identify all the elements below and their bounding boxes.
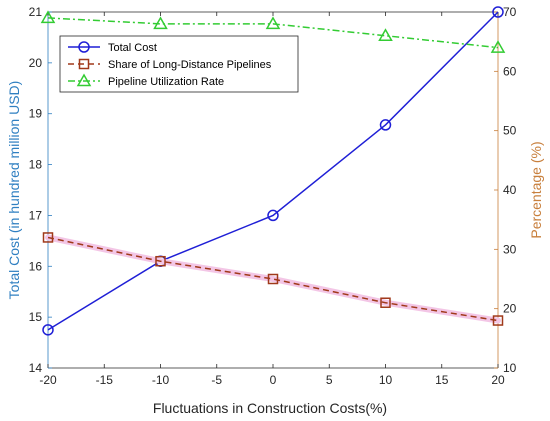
- legend-marker: [76, 73, 92, 87]
- y-left-tick-label: 19: [29, 107, 43, 121]
- data-point: [155, 255, 166, 267]
- x-axis: -20 -15 -10 -5 0 5 10 15 20: [39, 12, 505, 387]
- x-tick-label: -10: [152, 373, 170, 387]
- x-tick-label: -20: [39, 373, 57, 387]
- data-point: [153, 16, 168, 30]
- x-tick-label: -15: [96, 373, 114, 387]
- data-point: [378, 28, 393, 41]
- y-left-tick-label: 21: [29, 5, 43, 19]
- series-line: [47, 236, 499, 322]
- x-tick-label: 5: [326, 373, 333, 387]
- series-2: [42, 232, 504, 326]
- data-point: [490, 40, 506, 53]
- legend-entry: Share of Long-Distance Pipelines: [108, 59, 272, 71]
- data-point: [267, 209, 279, 222]
- data-point: [42, 324, 54, 336]
- y-right-tick-label: 50: [503, 124, 517, 138]
- x-tick-label: 20: [491, 373, 505, 387]
- y-right-tick-label: 10: [503, 361, 517, 375]
- y-left-tick-label: 18: [29, 158, 43, 172]
- y-right-tick-label: 20: [503, 302, 517, 316]
- y-right-tick-label: 40: [503, 183, 517, 197]
- data-point: [492, 6, 504, 18]
- y-left-tick-label: 17: [29, 208, 43, 222]
- y-right-tick-label: 70: [503, 5, 517, 19]
- data-point: [40, 10, 56, 24]
- legend-marker: [78, 41, 90, 53]
- series-layer: [40, 6, 506, 336]
- series-line: [47, 17, 499, 49]
- y-left-tick-label: 14: [29, 361, 43, 375]
- y-axis-left: 14 15 16 17 18 19 20 21: [29, 5, 52, 375]
- x-tick-label: -5: [211, 373, 222, 387]
- y-left-tick-label: 15: [29, 310, 43, 324]
- legend-entry: Total Cost: [108, 42, 157, 54]
- series-line: [47, 11, 499, 331]
- y-right-tick-label: 30: [503, 242, 517, 256]
- y-left-tick-label: 20: [29, 56, 43, 70]
- x-tick-label: 15: [435, 373, 449, 387]
- y-left-tick-label: 16: [29, 259, 43, 273]
- series-3: [40, 10, 506, 53]
- y-axis-left-label: Total Cost (in hundred million USD): [6, 81, 22, 300]
- data-point: [492, 315, 504, 326]
- legend: Total Cost Share of Long-Distance Pipelin…: [59, 35, 299, 93]
- data-point: [265, 16, 281, 30]
- legend-marker: [78, 58, 90, 70]
- y-right-tick-label: 60: [503, 64, 517, 78]
- data-point: [379, 119, 392, 131]
- x-tick-label: 10: [379, 373, 393, 387]
- data-point: [267, 273, 279, 285]
- x-axis-label: Fluctuations in Construction Costs(%): [153, 400, 387, 416]
- x-tick-label: 0: [270, 373, 277, 387]
- y-axis-right: 10 20 30 40 50 60 70: [494, 5, 517, 375]
- data-point: [42, 232, 54, 243]
- y-axis-right-label: Percentage (%): [528, 141, 544, 238]
- data-point: [380, 297, 391, 308]
- legend-entry: Pipeline Utilization Rate: [108, 76, 224, 88]
